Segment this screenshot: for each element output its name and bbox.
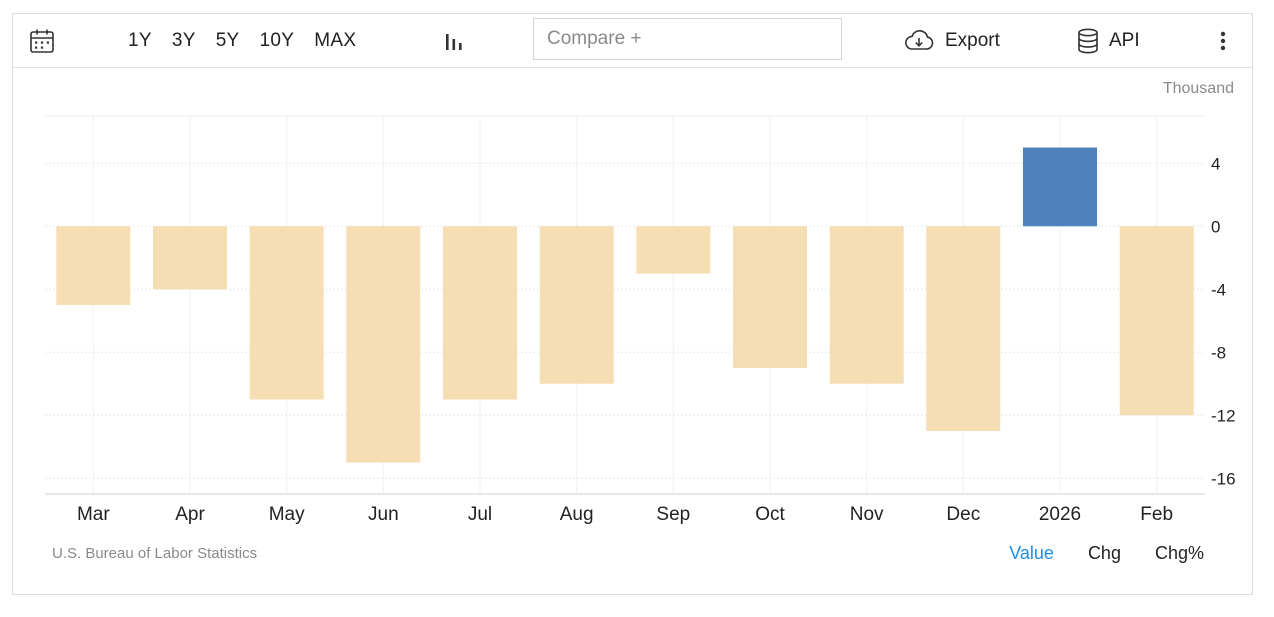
x-tick-label: Sep — [656, 504, 690, 524]
bar-may[interactable] — [249, 226, 324, 400]
chart-widget: 1Y 3Y 5Y 10Y MAX Compare + Export — [12, 13, 1253, 595]
bar-feb[interactable] — [1119, 226, 1194, 416]
cloud-download-icon — [905, 30, 934, 50]
x-tick-label: 2026 — [1039, 504, 1081, 524]
y-tick-label: -8 — [1211, 343, 1226, 362]
calendar-icon[interactable] — [29, 14, 55, 68]
bar-chart-icon[interactable] — [443, 14, 465, 68]
x-tick-label: Apr — [175, 504, 205, 524]
mode-chg-button[interactable]: Chg — [1087, 543, 1121, 563]
api-label: API — [1109, 30, 1140, 51]
mode-toggle: Value Chg Chg% — [975, 543, 1204, 564]
x-tick-label: Dec — [946, 504, 980, 524]
api-button[interactable]: API — [1077, 14, 1140, 68]
range-1y-button[interactable]: 1Y — [128, 30, 152, 51]
bar-chart: 4 0 -4 -8 -12 -16 Mar Apr May Jun Jul Aug Sep Oct Nov D… — [45, 115, 1236, 524]
export-label: Export — [945, 30, 1000, 51]
x-tick-label: Jul — [468, 504, 492, 524]
y-tick-label: -12 — [1211, 406, 1236, 425]
x-tick-label: Nov — [850, 504, 884, 524]
compare-input[interactable]: Compare + — [533, 18, 842, 60]
y-tick-label: 4 — [1211, 154, 1220, 173]
database-icon — [1078, 28, 1098, 54]
range-5y-button[interactable]: 5Y — [215, 30, 240, 51]
mode-value-button[interactable]: Value — [1009, 543, 1054, 563]
x-tick-label: Jun — [368, 504, 399, 524]
x-tick-label: Oct — [755, 504, 785, 524]
y-tick-label: 0 — [1211, 217, 1220, 236]
y-tick-label: -16 — [1211, 469, 1236, 488]
bar-jun[interactable] — [346, 226, 421, 463]
bar-oct[interactable] — [733, 226, 807, 368]
bar-sep[interactable] — [636, 226, 711, 274]
bar-mar[interactable] — [56, 226, 131, 305]
x-tick-label: May — [269, 504, 305, 524]
source-label: U.S. Bureau of Labor Statistics — [52, 545, 258, 562]
range-selector: 1Y 3Y 5Y 10Y MAX — [128, 14, 376, 68]
bar-2026[interactable] — [1023, 147, 1097, 227]
x-tick-label: Aug — [560, 504, 594, 524]
bar-nov[interactable] — [829, 226, 904, 384]
bar-aug[interactable] — [539, 226, 614, 384]
x-tick-label: Feb — [1140, 504, 1173, 524]
bar-jul[interactable] — [443, 226, 517, 400]
range-10y-button[interactable]: 10Y — [259, 30, 295, 51]
bar-apr[interactable] — [153, 226, 227, 290]
toolbar: 1Y 3Y 5Y 10Y MAX Compare + Export — [13, 14, 1252, 68]
range-3y-button[interactable]: 3Y — [171, 30, 196, 51]
x-tick-label: Mar — [77, 504, 110, 524]
y-tick-label: -4 — [1211, 280, 1226, 299]
unit-label: Thousand — [1162, 80, 1234, 97]
more-options-icon[interactable] — [1219, 14, 1227, 68]
range-max-button[interactable]: MAX — [314, 30, 357, 51]
export-button[interactable]: Export — [903, 14, 1000, 68]
bar-dec[interactable] — [926, 226, 1001, 431]
mode-chg-pct-button[interactable]: Chg% — [1154, 543, 1204, 563]
